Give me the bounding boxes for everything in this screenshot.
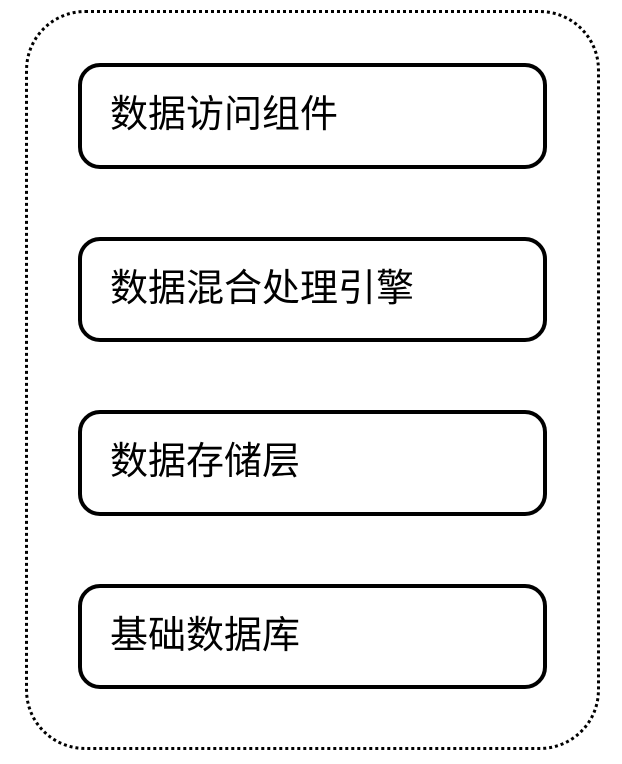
layer-label: 数据访问组件 xyxy=(110,94,338,136)
layer-data-access: 数据访问组件 xyxy=(78,63,547,169)
layer-base-database: 基础数据库 xyxy=(78,584,547,690)
layer-data-storage: 数据存储层 xyxy=(78,410,547,516)
layer-label: 数据混合处理引擎 xyxy=(110,268,414,310)
layer-label: 数据存储层 xyxy=(110,441,300,483)
layer-mixed-processing-engine: 数据混合处理引擎 xyxy=(78,237,547,343)
layer-label: 基础数据库 xyxy=(110,615,300,657)
architecture-container: 数据访问组件 数据混合处理引擎 数据存储层 基础数据库 xyxy=(25,10,600,750)
